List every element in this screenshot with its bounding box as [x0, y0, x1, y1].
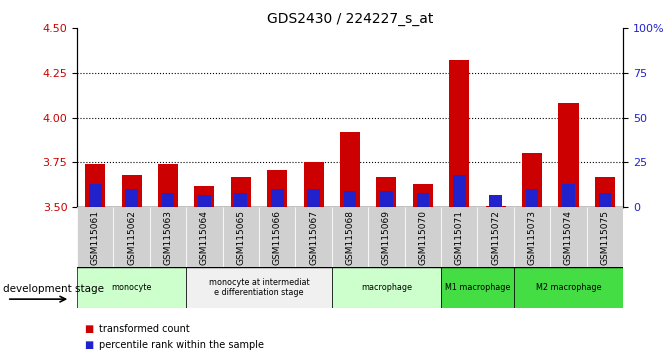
Bar	[514, 207, 550, 267]
Bar	[587, 207, 623, 267]
Text: GSM115061: GSM115061	[90, 210, 100, 265]
Bar	[450, 61, 469, 207]
Text: macrophage: macrophage	[361, 283, 412, 292]
Bar	[340, 132, 360, 207]
Bar	[222, 207, 259, 267]
Text: GSM115066: GSM115066	[273, 210, 282, 265]
Bar	[158, 164, 178, 207]
Bar	[259, 207, 295, 267]
Bar	[441, 207, 478, 267]
Bar	[85, 164, 105, 207]
Text: monocyte at intermediat
e differentiation stage: monocyte at intermediat e differentiatio…	[209, 278, 310, 297]
Text: GSM115067: GSM115067	[309, 210, 318, 265]
Bar	[186, 267, 332, 308]
Text: ■: ■	[84, 340, 93, 350]
Text: GSM115073: GSM115073	[527, 210, 537, 265]
Text: GSM115074: GSM115074	[564, 210, 573, 265]
Text: GSM115064: GSM115064	[200, 210, 209, 265]
Bar	[231, 177, 251, 207]
Text: ■: ■	[84, 324, 93, 334]
Bar	[598, 193, 611, 207]
Text: transformed count: transformed count	[99, 324, 190, 334]
Bar	[332, 267, 441, 308]
Text: monocyte: monocyte	[111, 283, 152, 292]
Bar	[271, 189, 283, 207]
Bar	[89, 184, 102, 207]
Bar	[113, 207, 150, 267]
Text: GSM115070: GSM115070	[418, 210, 427, 265]
Bar	[478, 207, 514, 267]
Bar	[526, 189, 539, 207]
Bar	[514, 267, 623, 308]
Text: development stage: development stage	[3, 284, 105, 293]
Text: GSM115071: GSM115071	[455, 210, 464, 265]
Bar	[562, 184, 575, 207]
Bar	[417, 193, 429, 207]
Bar	[77, 207, 113, 267]
Text: GSM115072: GSM115072	[491, 210, 500, 265]
Text: GSM115063: GSM115063	[163, 210, 173, 265]
Bar	[405, 207, 441, 267]
Bar	[413, 184, 433, 207]
Title: GDS2430 / 224227_s_at: GDS2430 / 224227_s_at	[267, 12, 433, 26]
Bar	[186, 207, 222, 267]
Bar	[304, 162, 324, 207]
Text: GSM115068: GSM115068	[346, 210, 354, 265]
Text: GSM115075: GSM115075	[600, 210, 610, 265]
Text: GSM115062: GSM115062	[127, 210, 136, 265]
Bar	[377, 177, 397, 207]
Bar	[453, 175, 466, 207]
Bar	[369, 207, 405, 267]
Bar	[198, 195, 211, 207]
Bar	[150, 207, 186, 267]
Bar	[595, 177, 615, 207]
Bar	[559, 103, 578, 207]
Text: GSM115065: GSM115065	[237, 210, 245, 265]
Bar	[522, 154, 542, 207]
Text: M1 macrophage: M1 macrophage	[445, 283, 510, 292]
Text: GSM115069: GSM115069	[382, 210, 391, 265]
Bar	[380, 191, 393, 207]
Bar	[550, 207, 587, 267]
Bar	[486, 206, 506, 207]
Bar	[295, 207, 332, 267]
Bar	[77, 267, 186, 308]
Bar	[234, 193, 247, 207]
Bar	[308, 189, 320, 207]
Bar	[344, 191, 356, 207]
Bar	[332, 207, 368, 267]
Bar	[267, 170, 287, 207]
Bar	[194, 185, 214, 207]
Bar	[122, 175, 141, 207]
Bar	[489, 195, 502, 207]
Text: M2 macrophage: M2 macrophage	[536, 283, 601, 292]
Bar	[125, 189, 138, 207]
Bar	[441, 267, 514, 308]
Bar	[161, 193, 174, 207]
Text: percentile rank within the sample: percentile rank within the sample	[99, 340, 264, 350]
